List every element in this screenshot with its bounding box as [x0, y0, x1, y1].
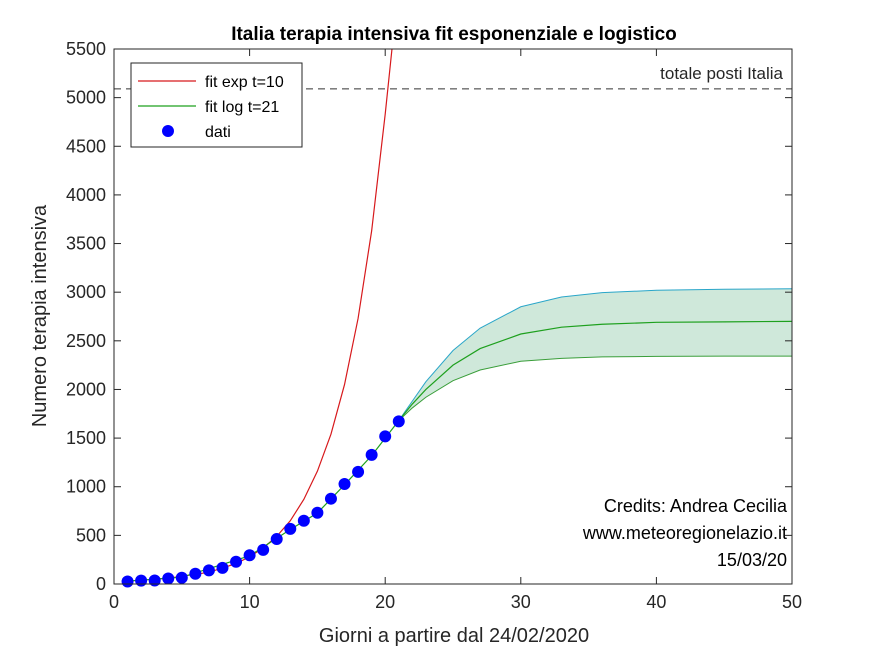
y-axis-label: Numero terapia intensiva [29, 204, 51, 427]
credit-date: 15/03/20 [717, 550, 787, 570]
credits-block: Credits: Andrea Cecilia www.meteoregione… [582, 496, 788, 570]
x-tick-label: 50 [782, 592, 802, 612]
y-tick-label: 2000 [66, 379, 106, 399]
data-point [162, 572, 175, 585]
legend-box [130, 62, 303, 148]
axes-box [113, 48, 793, 585]
legend-label-dati: dati [205, 124, 231, 141]
y-tick-label: 500 [76, 525, 106, 545]
data-point [311, 506, 324, 519]
data-point [216, 561, 229, 574]
x-tick-label: 30 [511, 592, 531, 612]
x-tick-label: 10 [240, 592, 260, 612]
data-point [189, 567, 202, 580]
y-tick-label: 1000 [66, 477, 106, 497]
plot-area: 0 10 20 30 40 5005001000150020002500300035004… [66, 39, 802, 612]
legend-swatch-dati [162, 125, 174, 137]
legend-label-log: fit log t=21 [205, 99, 279, 116]
data-point [365, 448, 378, 461]
x-axis-label: Giorni a partire dal 24/02/2020 [319, 625, 589, 647]
confidence-band [398, 288, 792, 421]
legend: fit exp t=10 fit log t=21 dati [130, 62, 303, 148]
y-tick-label: 3500 [66, 234, 106, 254]
series-line-1 [127, 320, 792, 582]
data-point [230, 555, 243, 568]
y-tick-label: 3000 [66, 282, 106, 302]
data-point [379, 430, 392, 443]
x-tick-label: 20 [375, 592, 395, 612]
data-point [148, 574, 161, 587]
data-point [392, 415, 405, 428]
band-upper-line [398, 288, 793, 421]
data-point [257, 543, 270, 556]
y-tick-label: 4500 [66, 136, 106, 156]
x-tick-label: 40 [646, 592, 666, 612]
data-point [175, 571, 188, 584]
y-tick-label: 0 [96, 574, 106, 594]
data-point [352, 465, 365, 478]
credit-author: Credits: Andrea Cecilia [604, 496, 788, 516]
data-point [324, 492, 337, 505]
band-lower-line [398, 355, 793, 421]
y-tick-label: 1500 [66, 428, 106, 448]
data-point [297, 514, 310, 527]
y-tick-label: 2500 [66, 331, 106, 351]
data-point [284, 522, 297, 535]
data-point [202, 564, 215, 577]
y-tick-label: 4000 [66, 185, 106, 205]
data-point [121, 575, 134, 588]
data-point [270, 533, 283, 546]
data-point [338, 478, 351, 491]
credit-website: www.meteoregionelazio.it [582, 523, 787, 543]
reference-line-label: totale posti Italia [660, 64, 783, 83]
y-tick-label: 5000 [66, 88, 106, 108]
legend-label-exp: fit exp t=10 [205, 74, 284, 91]
y-tick-label: 5500 [66, 39, 106, 59]
data-point [135, 574, 148, 587]
data-point [243, 549, 256, 562]
chart-title: Italia terapia intensiva fit esponenzial… [231, 24, 677, 45]
x-tick-label: 0 [109, 592, 119, 612]
